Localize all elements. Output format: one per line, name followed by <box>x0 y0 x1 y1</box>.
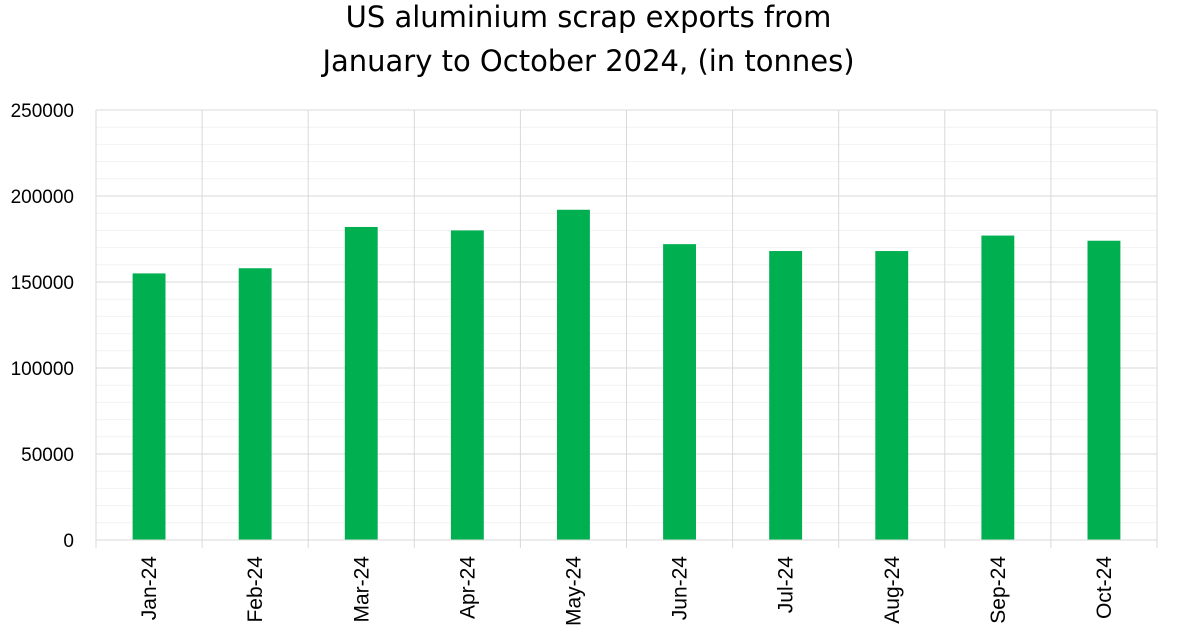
x-tick-label: Jul-24 <box>775 556 798 614</box>
bar-jul-24 <box>769 251 803 541</box>
x-tick-label: Apr-24 <box>456 556 479 619</box>
vertical-gridlines <box>95 110 1158 548</box>
bars-group <box>132 209 1121 541</box>
bar-oct-24 <box>1087 240 1121 540</box>
y-tick-label: 150000 <box>11 273 74 294</box>
chart-title-line-2: January to October 2024, (in tonnes) <box>322 44 855 78</box>
x-tick-label: Mar-24 <box>350 556 373 623</box>
y-axis-ticks: 0 50000 100000 150000 200000 250000 <box>11 101 74 552</box>
y-tick-label: 0 <box>63 531 74 552</box>
y-tick-label: 200000 <box>11 187 74 208</box>
bar-mar-24 <box>344 226 378 540</box>
bar-feb-24 <box>238 268 272 540</box>
bar-jun-24 <box>663 244 696 540</box>
bar-aug-24 <box>875 251 909 541</box>
x-tick-label: Aug-24 <box>881 556 904 624</box>
x-tick-label: May-24 <box>562 556 585 626</box>
y-tick-label: 250000 <box>11 101 74 122</box>
x-tick-label: Oct-24 <box>1093 556 1116 619</box>
x-tick-label: Jun-24 <box>669 556 692 621</box>
x-tick-label: Jan-24 <box>138 556 161 621</box>
y-tick-label: 50000 <box>21 445 74 466</box>
bar-sep-24 <box>981 235 1015 540</box>
y-tick-label: 100000 <box>11 359 74 380</box>
x-tick-label: Feb-24 <box>244 556 267 623</box>
bar-jan-24 <box>132 273 166 540</box>
x-axis-ticks: Jan-24 Feb-24 Mar-24 Apr-24 May-24 Jun-24 Jul-… <box>138 556 1116 626</box>
x-tick-label: Sep-24 <box>987 556 1010 624</box>
bar-apr-24 <box>450 230 484 540</box>
bar-may-24 <box>557 209 590 540</box>
chart-title-line-1: US aluminium scrap exports from <box>345 0 832 34</box>
